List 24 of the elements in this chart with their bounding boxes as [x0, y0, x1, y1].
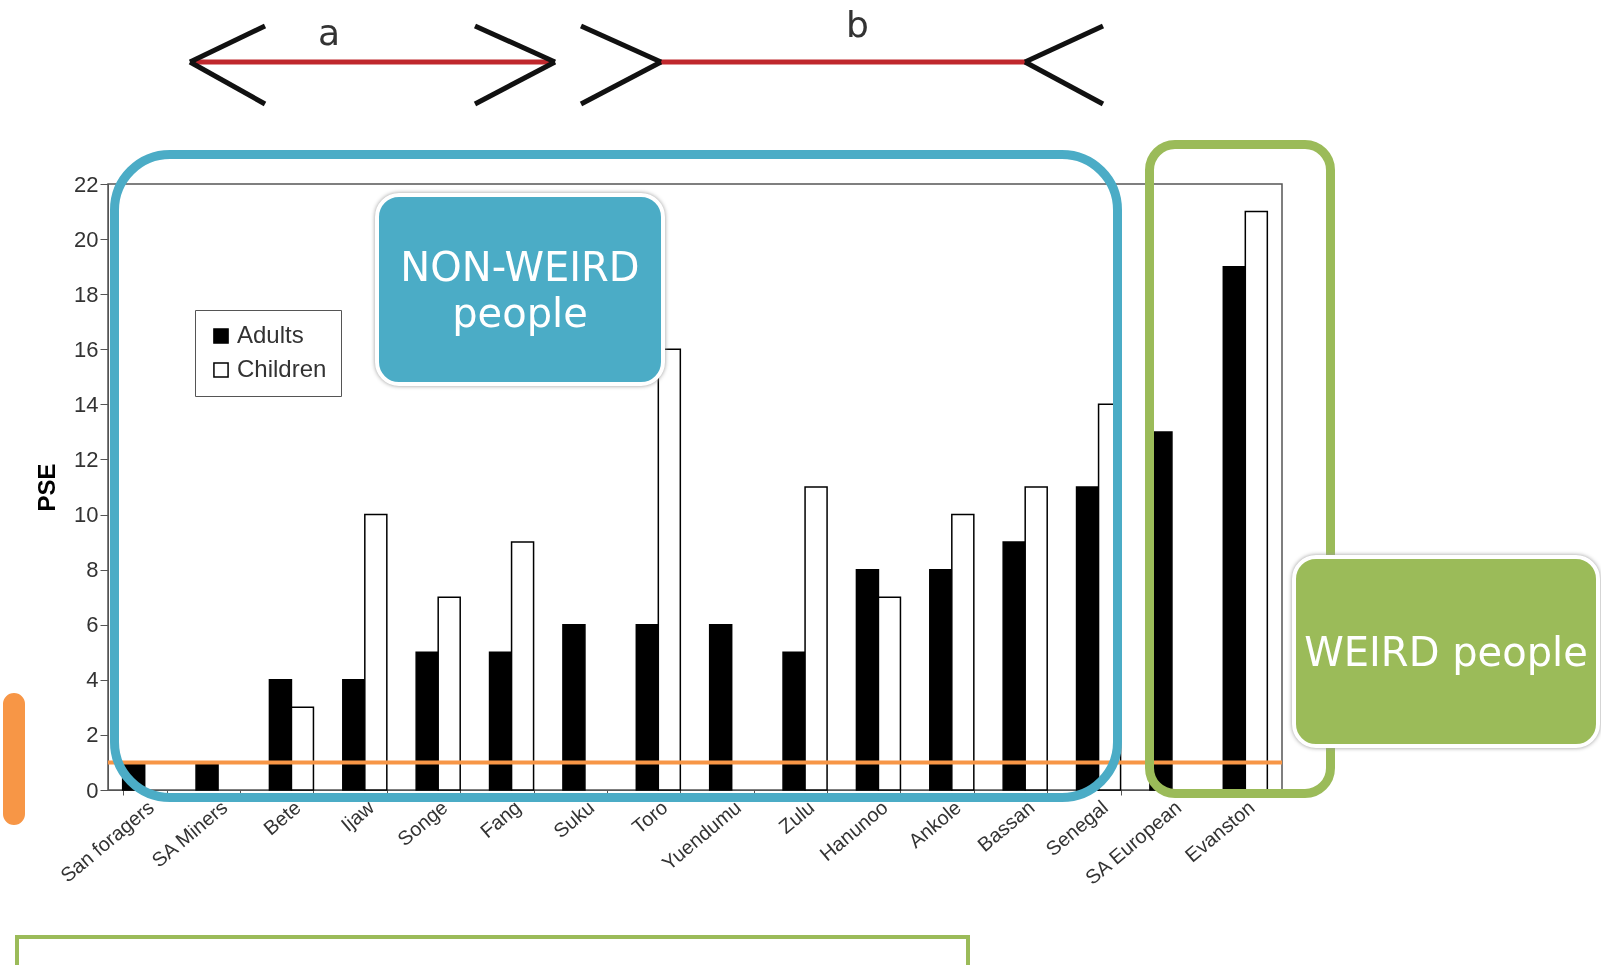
y-tick-label: 22	[74, 171, 99, 197]
y-tick-label: 12	[74, 446, 99, 472]
x-tick-label: Zulu	[774, 795, 819, 838]
y-tick-label: 10	[74, 502, 99, 528]
text: a	[318, 12, 341, 53]
x-tick-label: Suku	[549, 795, 599, 843]
bar	[708, 623, 733, 791]
y-tick-label: 2	[86, 722, 99, 748]
legend-label: Adults	[237, 321, 304, 348]
y-tick-label: 20	[74, 226, 99, 252]
text: b	[846, 4, 869, 45]
y-tick-label: 4	[86, 667, 99, 693]
y-tick-label: 16	[74, 336, 99, 362]
bar	[562, 623, 586, 791]
y-tick-label: 8	[86, 557, 99, 583]
y-tick-label: 18	[74, 281, 99, 307]
x-tick-label: Ijaw	[336, 795, 379, 836]
y-tick-label: 14	[74, 391, 99, 417]
x-tick-label: Bete	[259, 795, 305, 840]
bar	[195, 761, 219, 791]
y-tick-label: 6	[86, 612, 99, 638]
y-tick-label: 0	[86, 777, 99, 803]
y-axis-title: PSE	[33, 463, 61, 512]
legend-label: Children	[237, 355, 327, 382]
